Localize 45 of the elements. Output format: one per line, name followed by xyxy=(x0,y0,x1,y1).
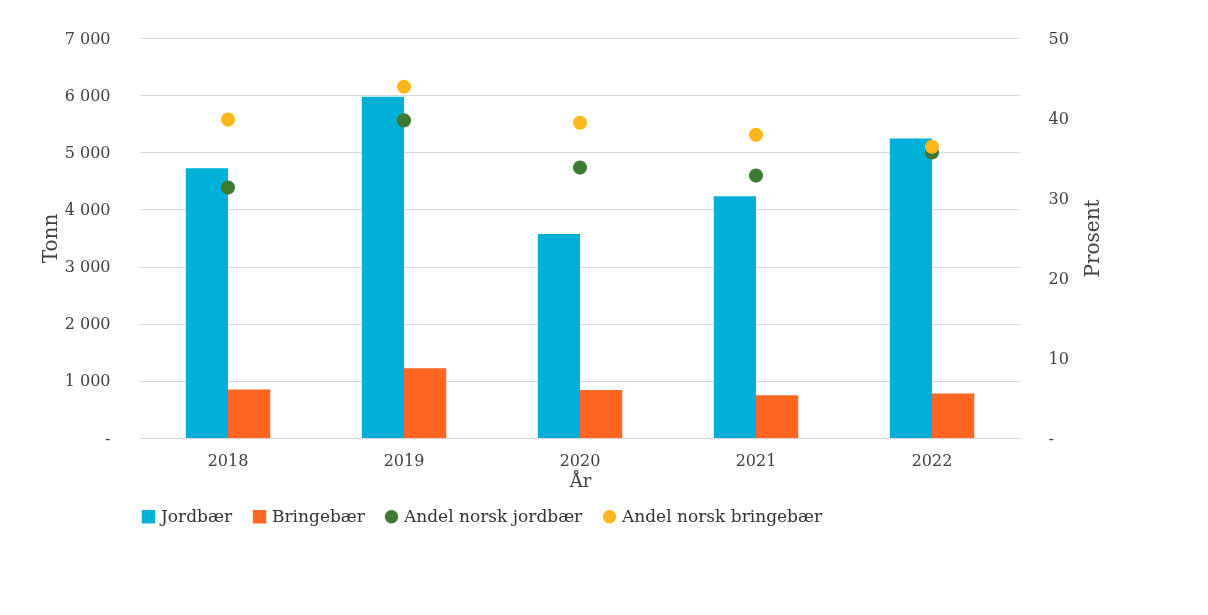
bar xyxy=(228,389,271,438)
x-tick-label: 2022 xyxy=(911,450,953,470)
y2-tick-label: 40 xyxy=(1048,108,1069,128)
y-axis-title: Tonn xyxy=(37,213,62,264)
point xyxy=(220,112,236,127)
bar xyxy=(889,138,932,438)
bar xyxy=(756,395,799,438)
y2-tick-label: 30 xyxy=(1048,188,1069,208)
bar xyxy=(537,234,580,438)
legend-label: Jordbær xyxy=(159,505,233,526)
y-tick-label: 6 000 xyxy=(64,85,111,105)
y2-tick-label: 10 xyxy=(1048,348,1069,368)
bar xyxy=(361,96,404,438)
x-tick-label: 2021 xyxy=(735,450,777,470)
y-tick-label: 5 000 xyxy=(64,142,111,162)
y2-tick-label: 50 xyxy=(1048,28,1069,48)
point xyxy=(396,113,412,128)
bar xyxy=(580,390,623,438)
bar xyxy=(713,196,756,438)
y2-axis-title: Prosent xyxy=(1079,199,1104,278)
point xyxy=(572,115,588,130)
y-tick-label: - xyxy=(105,428,111,448)
bar xyxy=(932,393,975,438)
x-axis-title: År xyxy=(568,469,592,491)
legend-label: Andel norsk jordbær xyxy=(403,505,584,526)
legend-label: Andel norsk bringebær xyxy=(621,505,823,526)
point xyxy=(396,79,412,94)
y-tick-label: 7 000 xyxy=(64,28,111,48)
x-tick-label: 2018 xyxy=(207,450,249,470)
bar xyxy=(404,368,447,438)
legend-label: Bringebær xyxy=(272,505,366,526)
x-tick-label: 2020 xyxy=(559,450,601,470)
point xyxy=(748,168,764,183)
y-tick-label: 1 000 xyxy=(64,371,111,391)
point xyxy=(748,127,764,142)
point xyxy=(572,160,588,175)
y-tick-label: 4 000 xyxy=(64,199,111,219)
y-tick-label: 3 000 xyxy=(64,257,111,277)
point xyxy=(220,180,236,195)
bar xyxy=(185,168,228,438)
point xyxy=(924,139,940,154)
y2-tick-label: 20 xyxy=(1048,268,1069,288)
y2-tick-label: - xyxy=(1048,428,1054,448)
y-tick-label: 2 000 xyxy=(64,314,111,334)
x-tick-label: 2019 xyxy=(383,450,425,470)
